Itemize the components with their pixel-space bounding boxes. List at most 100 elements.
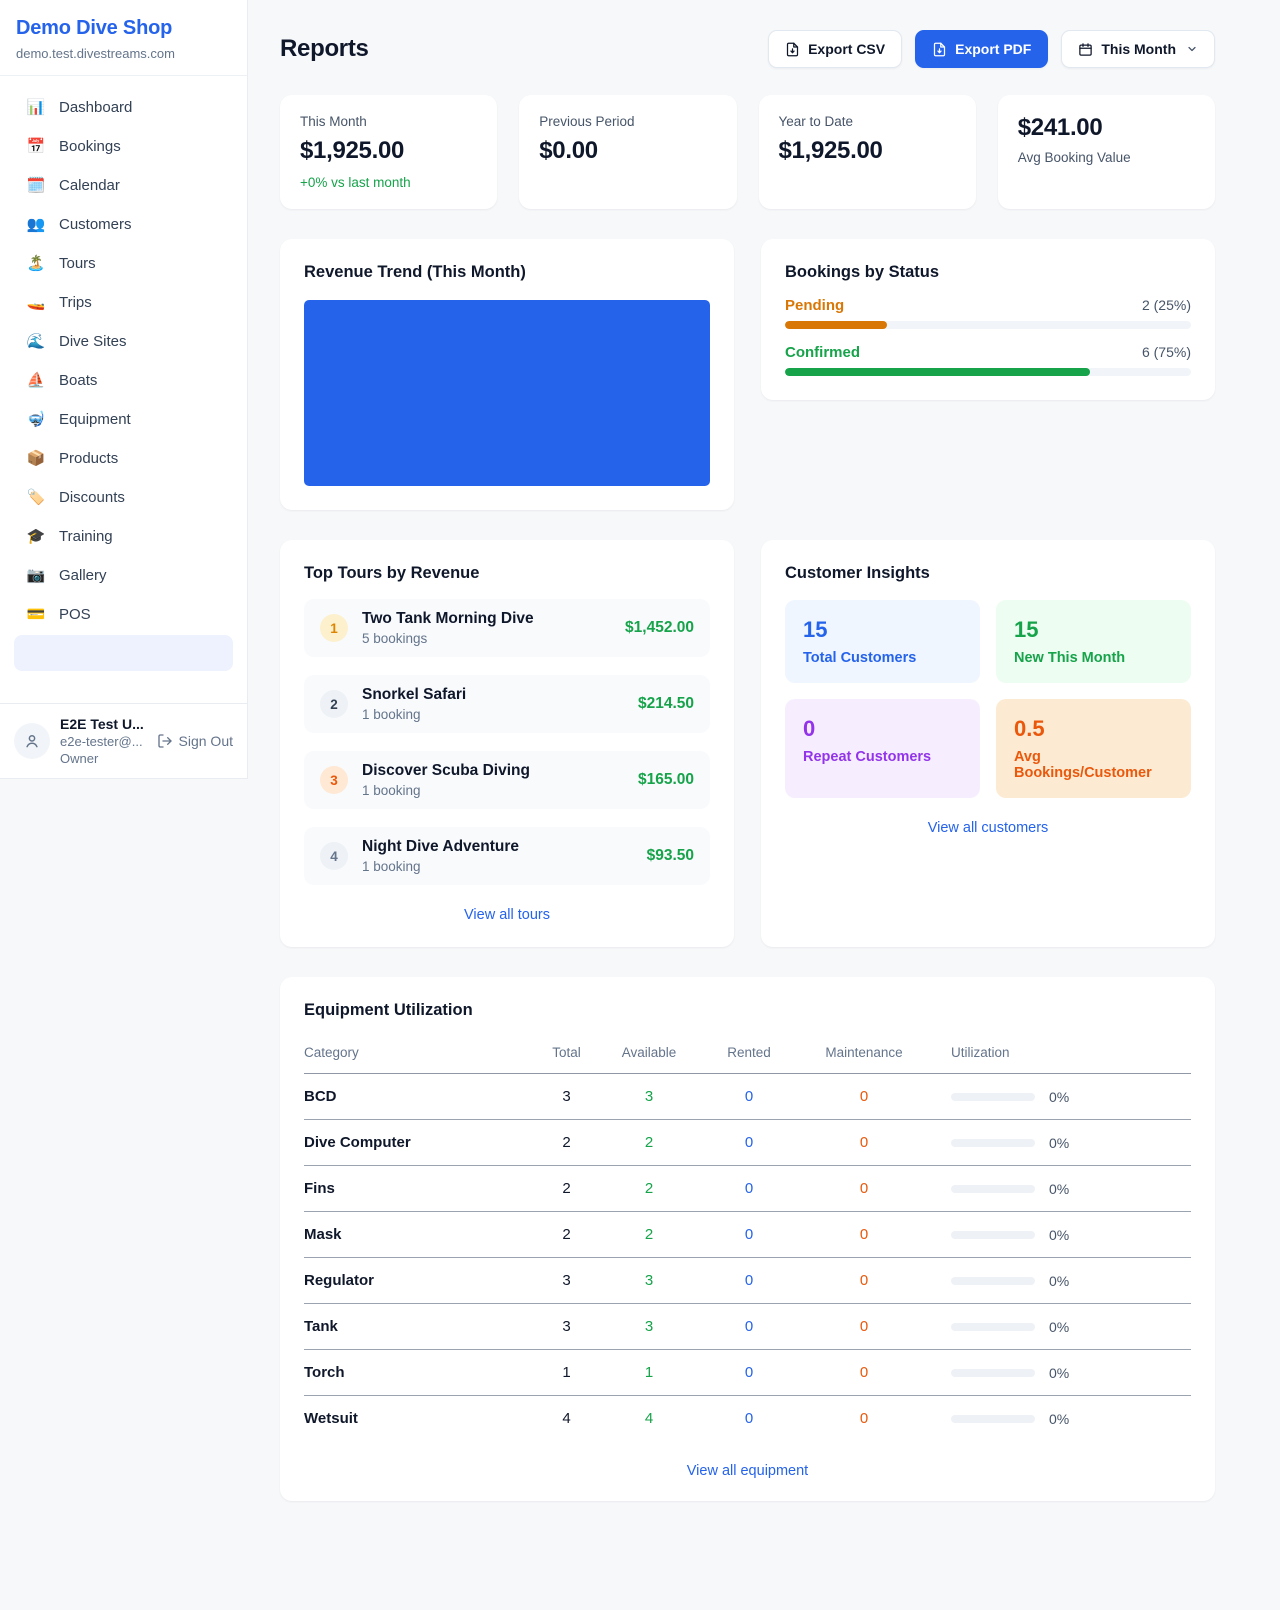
insight-value: 15 [1014,617,1039,642]
col-header-total: Total [534,1035,599,1074]
utilization-bar-track [951,1368,1035,1377]
equipment-maintenance: 0 [799,1165,929,1212]
package-icon: 📦 [26,450,46,467]
sidebar-item-label: Tours [59,254,96,272]
utilization-bar-track [951,1322,1035,1331]
sidebar-item-boats[interactable]: ⛵ Boats [12,361,235,399]
utilization-percent: 0% [1049,1088,1070,1105]
insight-tile: 0.5 Avg Bookings/Customer [996,699,1191,798]
equipment-category: BCD [304,1073,534,1120]
sidebar-item-dashboard[interactable]: 📊 Dashboard [12,88,235,126]
equipment-available: 2 [599,1119,699,1166]
sidebar-item-label: Equipment [59,410,131,428]
island-icon: 🏝️ [26,255,46,272]
sidebar: Demo Dive Shop demo.test.divestreams.com… [0,0,248,779]
sidebar-header: Demo Dive Shop demo.test.divestreams.com [0,0,247,75]
table-row: Tank 3 3 0 0 0% [304,1303,1191,1350]
sidebar-item-discounts[interactable]: 🏷️ Discounts [12,478,235,516]
table-row: BCD 3 3 0 0 0% [304,1073,1191,1120]
sidebar-item-equipment[interactable]: 🤿 Equipment [12,400,235,438]
view-all-customers-link[interactable]: View all customers [927,820,1049,836]
people-icon: 👥 [26,216,46,233]
shop-domain: demo.test.divestreams.com [16,46,175,61]
tour-rank-badge: 3 [320,766,348,794]
status-row: Confirmed 6 (75%) [785,344,1191,376]
equipment-maintenance: 0 [799,1119,929,1166]
export-csv-button[interactable]: Export CSV [768,30,903,68]
year-to-date-value: $1,925.00 [778,137,883,164]
table-row: Mask 2 2 0 0 0% [304,1211,1191,1258]
equipment-rented: 0 [699,1165,799,1212]
tour-list-item[interactable]: 1 Two Tank Morning Dive 5 bookings $1,45… [304,599,710,657]
credit-card-icon: 💳 [26,606,46,623]
status-count: 2 (25%) [1141,297,1191,313]
insight-tile: 15 Total Customers [785,600,980,683]
shop-name: Demo Dive Shop [16,17,173,39]
sidebar-item-training[interactable]: 🎓 Training [12,517,235,555]
utilization-bar-track [951,1276,1035,1285]
tour-bookings-count: 1 booking [362,707,421,722]
tour-name: Snorkel Safari [362,686,467,703]
tour-revenue: $1,452.00 [625,619,694,636]
sidebar-item-gallery[interactable]: 📷 Gallery [12,556,235,594]
table-row: Wetsuit 4 4 0 0 0% [304,1396,1191,1442]
camera-icon: 📷 [26,567,46,584]
table-row: Dive Computer 2 2 0 0 0% [304,1119,1191,1166]
equipment-rented: 0 [699,1073,799,1120]
view-all-equipment-link[interactable]: View all equipment [686,1463,809,1479]
equipment-rented: 0 [699,1349,799,1396]
sidebar-item-trips[interactable]: 🚤 Trips [12,283,235,321]
diving-mask-icon: 🤿 [26,411,46,428]
status-count: 6 (75%) [1141,344,1191,360]
sidebar-item-calendar[interactable]: 🗓️ Calendar [12,166,235,204]
tour-list-item[interactable]: 4 Night Dive Adventure 1 booking $93.50 [304,827,710,885]
equipment-available: 2 [599,1165,699,1212]
equipment-table: Category Total Available Rented Maintena… [304,1035,1191,1441]
view-all-tours-link[interactable]: View all tours [464,907,550,923]
equipment-total: 2 [534,1119,599,1166]
tour-name: Two Tank Morning Dive [362,610,534,627]
top-tours-title: Top Tours by Revenue [304,564,480,582]
equipment-maintenance: 0 [799,1211,929,1258]
sidebar-item-pos[interactable]: 💳 POS [12,595,235,633]
wave-icon: 🌊 [26,333,46,350]
status-progress-fill [785,321,887,329]
equipment-total: 3 [534,1303,599,1350]
sidebar-item-bookings[interactable]: 📅 Bookings [12,127,235,165]
sidebar-item-customers[interactable]: 👥 Customers [12,205,235,243]
equipment-utilization-card: Equipment Utilization Category Total Ava… [280,977,1215,1501]
sidebar-item-label: Trips [59,293,92,311]
sidebar-item-products[interactable]: 📦 Products [12,439,235,477]
sidebar-nav: 📊 Dashboard 📅 Bookings 🗓️ Calendar 👥 Cus… [0,75,247,703]
top-tours-card: Top Tours by Revenue 1 Two Tank Morning … [280,540,734,947]
table-row: Regulator 3 3 0 0 0% [304,1257,1191,1304]
equipment-category: Wetsuit [304,1410,358,1427]
sidebar-item-tours[interactable]: 🏝️ Tours [12,244,235,282]
sign-out-button[interactable]: Sign Out [157,733,233,749]
status-progress-track [785,368,1191,376]
status-label: Pending [785,297,845,314]
col-header-available: Available [599,1035,699,1074]
revenue-trend-card: Revenue Trend (This Month) [280,239,734,510]
tour-list-item[interactable]: 3 Discover Scuba Diving 1 booking $165.0… [304,751,710,809]
sidebar-item-label: Products [59,449,119,467]
sidebar-item-dive-sites[interactable]: 🌊 Dive Sites [12,322,235,360]
equipment-available: 3 [599,1257,699,1304]
sidebar-item-reports-active[interactable] [14,635,233,671]
tour-list-item[interactable]: 2 Snorkel Safari 1 booking $214.50 [304,675,710,733]
table-row: Torch 1 1 0 0 0% [304,1349,1191,1396]
col-header-maintenance: Maintenance [799,1035,929,1074]
bar-chart-icon: 📊 [26,99,46,116]
utilization-percent: 0% [1049,1272,1070,1289]
equipment-category: Mask [304,1211,534,1258]
export-pdf-button[interactable]: Export PDF [915,30,1049,68]
equipment-category: Torch [304,1349,534,1396]
tour-revenue: $93.50 [646,847,694,864]
period-selector-dropdown[interactable]: This Month [1061,30,1215,68]
calendar-icon: 🗓️ [26,177,46,194]
sidebar-item-label: Gallery [59,566,107,584]
equipment-available: 3 [599,1073,699,1120]
utilization-percent: 0% [1049,1180,1070,1197]
sidebar-item-label: Boats [59,371,98,389]
tour-bookings-count: 5 bookings [362,631,428,646]
